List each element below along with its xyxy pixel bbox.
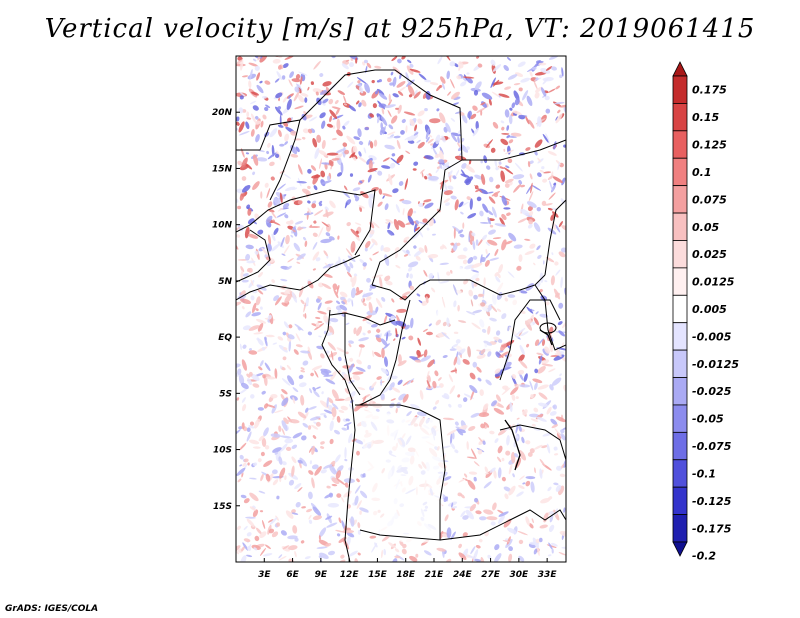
colorbar-box (672, 185, 688, 214)
country-borders (236, 69, 566, 562)
colorbar-box (672, 240, 688, 269)
colorbar-label: 0.15 (692, 111, 719, 124)
colorbar-label: -0.005 (692, 330, 732, 343)
colorbar-label: -0.0125 (692, 358, 739, 371)
colorbar-box (672, 459, 688, 488)
colorbar-box (672, 130, 688, 159)
colorbar-box (672, 514, 688, 543)
map-frame (235, 55, 567, 563)
colorbar-label: 0.175 (692, 84, 727, 97)
lat-label: 5N (218, 277, 232, 287)
colorbar-box (672, 377, 688, 406)
lat-label: 5S (219, 389, 232, 399)
lon-label: 27E (481, 570, 501, 580)
colorbar-box (672, 322, 688, 351)
colorbar-label: -0.025 (692, 385, 732, 398)
colorbar-box (672, 294, 688, 324)
colorbar-box (672, 212, 688, 241)
colorbar: 0.175 0.15 0.125 0.1 0.075 0.05 0.025 0.0125 0.0… (672, 61, 739, 563)
lon-label: 30E (510, 570, 530, 580)
lat-label: 15S (213, 502, 232, 512)
lat-label: EQ (218, 333, 232, 343)
colorbar-label: 0.0125 (692, 276, 735, 289)
vertical-velocity-field (236, 56, 566, 562)
colorbar-box (672, 486, 688, 515)
grads-credit: GrADS: IGES/COLA (5, 604, 99, 614)
lon-label: 18E (396, 570, 416, 580)
colorbar-box (672, 404, 688, 433)
colorbar-box (672, 103, 688, 132)
lat-label: 10N (212, 221, 233, 231)
colorbar-label: -0.05 (692, 413, 724, 426)
colorbar-label: 0.125 (692, 139, 727, 152)
lon-label: 12E (340, 570, 360, 580)
lon-label: 24E (453, 570, 473, 580)
colorbar-label: -0.175 (692, 522, 732, 535)
lon-label: 15E (368, 570, 388, 580)
longitude-labels: 3E 6E 9E 12E 15E 18E 21E 24E 27E 30E 33E (258, 558, 557, 580)
colorbar-label: 0.075 (692, 193, 727, 206)
lon-label: 21E (425, 570, 445, 580)
colorbar-label: -0.075 (692, 440, 732, 453)
colorbar-label: 0.1 (692, 166, 712, 179)
chart-title: Vertical velocity [m/s] at 925hPa, VT: 2… (44, 14, 756, 44)
colorbar-top-triangle (672, 61, 688, 77)
colorbar-label: -0.125 (692, 495, 732, 508)
lon-label: 3E (258, 570, 271, 580)
colorbar-label: 0.05 (692, 221, 719, 234)
colorbar-label: -0.1 (692, 467, 716, 480)
lon-label: 6E (286, 570, 299, 580)
colorbar-label: -0.2 (692, 550, 716, 563)
lon-label: 9E (315, 570, 328, 580)
colorbar-label: 0.005 (692, 303, 727, 316)
colorbar-box (672, 75, 688, 104)
colorbar-box (672, 267, 688, 296)
colorbar-box (672, 157, 688, 187)
colorbar-bottom-triangle (672, 541, 688, 557)
lon-label: 33E (538, 570, 558, 580)
colorbar-box (672, 431, 688, 461)
latitude-labels: 20N 15N 10N 5N EQ 5S 10S 15S (212, 108, 240, 512)
lat-label: 15N (212, 164, 233, 174)
lat-label: 20N (212, 108, 233, 118)
lat-label: 10S (213, 446, 232, 456)
colorbar-label: 0.025 (692, 248, 727, 261)
colorbar-box (672, 349, 688, 378)
